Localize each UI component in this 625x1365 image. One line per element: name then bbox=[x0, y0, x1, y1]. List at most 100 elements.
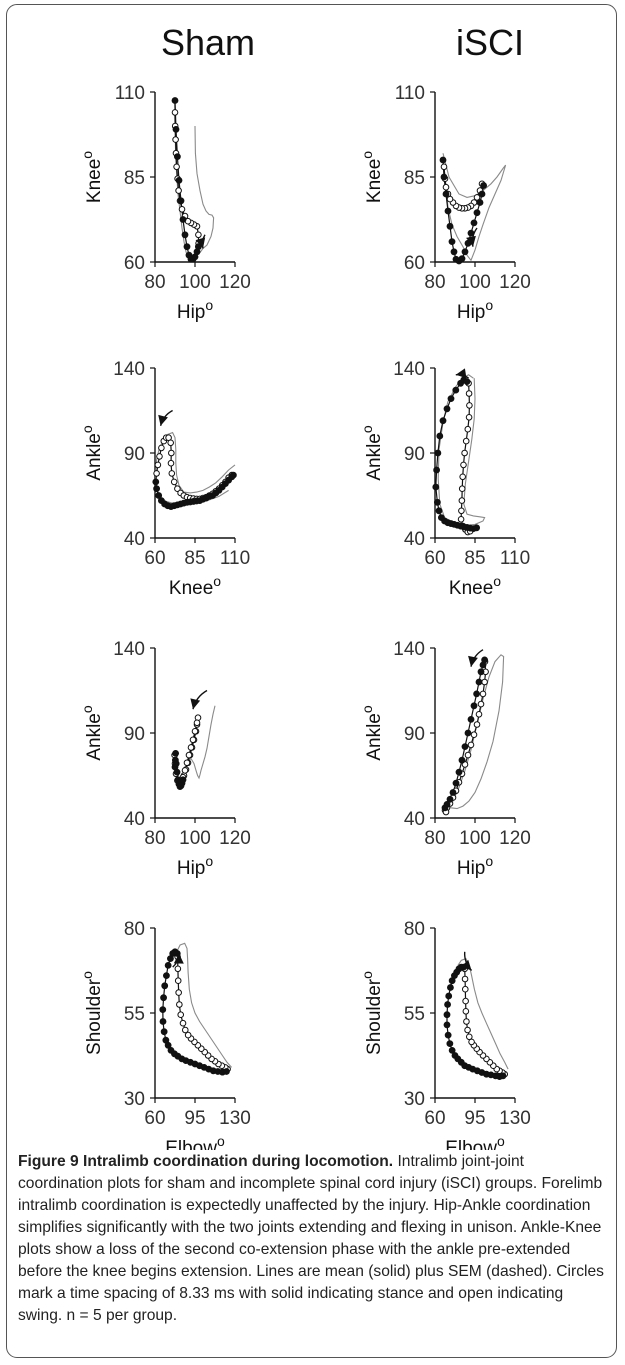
y-axis-label: Kneeo bbox=[359, 151, 385, 203]
y-tick-label: 90 bbox=[124, 444, 145, 465]
stance-marker bbox=[179, 216, 187, 223]
y-axis-label: Ankleo bbox=[359, 425, 385, 481]
swing-marker bbox=[181, 1026, 189, 1034]
swing-marker bbox=[193, 719, 201, 727]
x-axis-label: Hipo bbox=[457, 853, 494, 879]
stance-marker bbox=[446, 1040, 454, 1047]
x-tick-label: 100 bbox=[179, 828, 211, 849]
swing-marker bbox=[153, 470, 160, 477]
stance-marker bbox=[167, 955, 174, 962]
x-tick-label: 120 bbox=[499, 828, 531, 849]
y-axis-label: Ankleo bbox=[79, 425, 105, 481]
swing-marker bbox=[465, 414, 473, 421]
x-tick-label: 60 bbox=[424, 1108, 445, 1129]
y-tick-label: 90 bbox=[404, 724, 425, 745]
x-axis-label: Elbowo bbox=[165, 1133, 225, 1150]
x-tick-label: 80 bbox=[424, 272, 445, 293]
x-tick-label: 60 bbox=[424, 548, 445, 569]
x-axis-label: Hipo bbox=[457, 297, 494, 323]
caption-text: Intralimb joint-joint coordination plots… bbox=[18, 1153, 604, 1324]
x-axis-label: Hipo bbox=[177, 297, 214, 323]
stance-marker bbox=[475, 678, 483, 686]
x-tick-label: 80 bbox=[424, 828, 445, 849]
x-tick-label: 130 bbox=[499, 1108, 531, 1129]
y-tick-label: 140 bbox=[393, 639, 425, 660]
swing-marker bbox=[154, 461, 162, 469]
swing-marker bbox=[458, 485, 466, 493]
stance-marker bbox=[449, 789, 457, 796]
swing-marker bbox=[167, 439, 174, 447]
x-tick-label: 60 bbox=[144, 1108, 165, 1129]
column-title-isci: iSCI bbox=[456, 22, 524, 63]
y-tick-label: 40 bbox=[124, 809, 145, 830]
swing-marker bbox=[170, 478, 178, 486]
stance-marker bbox=[160, 1028, 168, 1036]
stance-marker bbox=[481, 656, 488, 664]
stance-marker bbox=[463, 378, 471, 385]
arrow-head bbox=[195, 237, 206, 249]
y-tick-label: 90 bbox=[404, 444, 425, 465]
stance-marker bbox=[452, 779, 460, 787]
stance-marker bbox=[448, 977, 456, 985]
figure-frame bbox=[6, 4, 617, 1358]
x-axis-label: Hipo bbox=[177, 853, 214, 879]
y-tick-label: 85 bbox=[124, 168, 145, 189]
x-tick-label: 100 bbox=[179, 272, 211, 293]
stance-marker bbox=[159, 1018, 167, 1025]
y-axis-label: Shouldero bbox=[79, 971, 105, 1055]
swing-marker bbox=[168, 449, 175, 457]
stance-marker bbox=[448, 1047, 456, 1054]
column-title-sham: Sham bbox=[161, 22, 255, 63]
stance-marker bbox=[173, 768, 181, 776]
swing-marker bbox=[467, 741, 475, 749]
stance-marker bbox=[153, 485, 160, 493]
y-tick-label: 140 bbox=[113, 359, 145, 380]
stance-marker bbox=[433, 466, 440, 474]
x-tick-label: 100 bbox=[459, 828, 491, 849]
swing-marker bbox=[458, 507, 465, 515]
stance-marker bbox=[172, 760, 180, 767]
y-axis-label: Kneeo bbox=[79, 151, 105, 203]
stance-marker bbox=[173, 153, 181, 160]
swing-marker bbox=[462, 997, 469, 1005]
swing-marker bbox=[442, 183, 450, 191]
swing-marker bbox=[464, 1026, 471, 1034]
stance-marker bbox=[437, 514, 445, 521]
swing-marker bbox=[459, 473, 466, 481]
stance-marker bbox=[450, 248, 458, 256]
stance-marker bbox=[443, 405, 451, 413]
y-tick-label: 80 bbox=[124, 919, 145, 940]
y-tick-label: 110 bbox=[115, 83, 145, 104]
swing-marker bbox=[473, 194, 481, 201]
stance-marker bbox=[155, 492, 163, 499]
arrow-head bbox=[455, 368, 467, 379]
sem-line bbox=[457, 957, 509, 1070]
stance-marker bbox=[223, 1068, 230, 1075]
stance-marker bbox=[470, 219, 478, 227]
stance-marker bbox=[435, 507, 443, 515]
stance-marker bbox=[171, 97, 179, 104]
stance-marker bbox=[467, 716, 475, 723]
stance-marker bbox=[447, 984, 454, 991]
panel-8: 30 55 80 60 95 130 Elbowo Shouldero bbox=[359, 919, 531, 1150]
stance-marker bbox=[444, 1031, 452, 1039]
stance-marker bbox=[470, 702, 478, 710]
stance-marker bbox=[183, 243, 191, 251]
sem-line bbox=[442, 153, 507, 262]
swing-marker bbox=[178, 206, 186, 213]
y-tick-label: 80 bbox=[404, 919, 425, 940]
y-axis-label: Ankleo bbox=[79, 705, 105, 761]
x-tick-label: 120 bbox=[499, 272, 531, 293]
stance-marker bbox=[179, 776, 187, 784]
arrow-head bbox=[468, 655, 478, 667]
swing-marker bbox=[462, 1008, 470, 1015]
y-tick-label: 55 bbox=[124, 1004, 145, 1025]
swing-marker bbox=[191, 728, 199, 735]
swing-marker bbox=[184, 1031, 192, 1039]
stance-marker bbox=[432, 483, 440, 491]
y-tick-label: 40 bbox=[404, 809, 425, 830]
stance-marker bbox=[439, 417, 447, 425]
swing-marker bbox=[477, 700, 485, 708]
